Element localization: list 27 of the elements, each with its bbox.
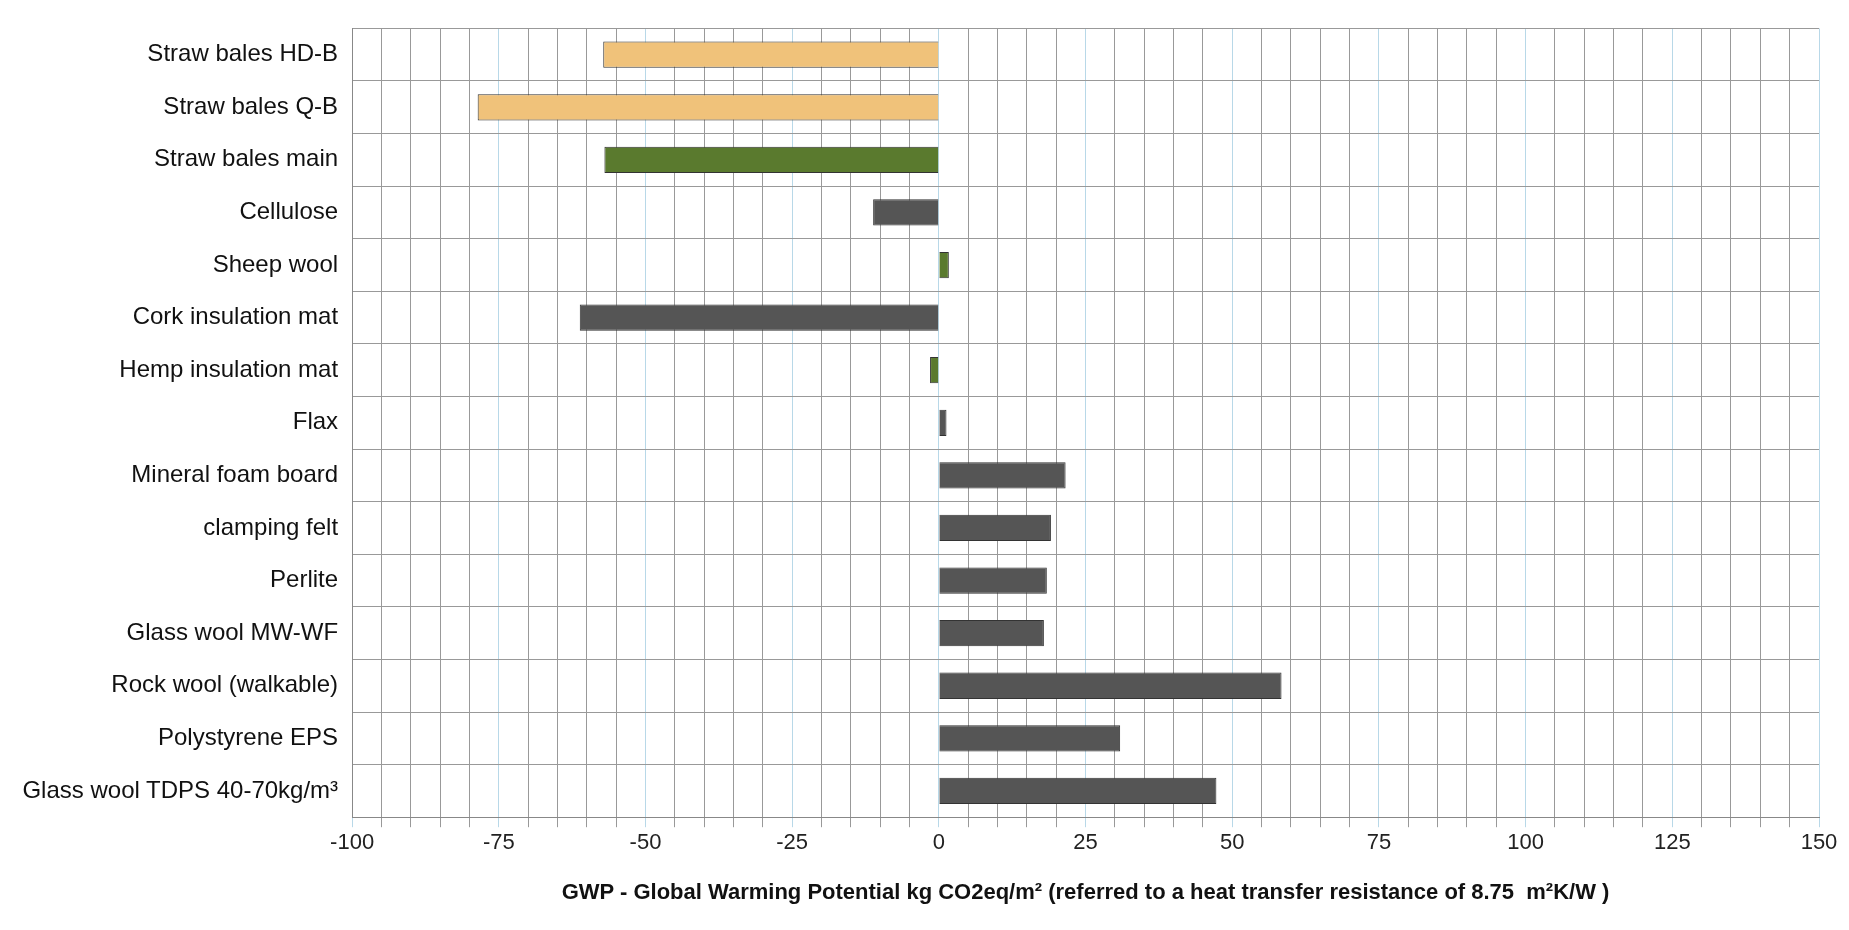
y-tick-label: Mineral foam board bbox=[131, 460, 339, 488]
y-tick-label: Glass wool MW-WF bbox=[126, 617, 339, 645]
y-tick-label: clamping felt bbox=[203, 512, 339, 540]
x-tick-label: 150 bbox=[1800, 829, 1838, 855]
y-tick-label: Hemp insulation mat bbox=[119, 354, 339, 382]
x-tick-label: 0 bbox=[932, 829, 945, 855]
x-tick-label: 50 bbox=[1220, 829, 1245, 855]
y-tick-label: Flax bbox=[292, 407, 339, 435]
x-tick-label: 125 bbox=[1653, 829, 1691, 855]
y-tick-label: Straw bales main bbox=[154, 144, 339, 172]
y-tick-label: Straw bales Q-B bbox=[163, 91, 339, 119]
y-tick-label: Polystyrene EPS bbox=[158, 722, 339, 750]
y-tick-label: Straw bales HD-B bbox=[147, 39, 339, 67]
y-tick-label: Sheep wool bbox=[212, 249, 339, 277]
x-tick-label: -50 bbox=[629, 829, 662, 855]
x-tick-label: 75 bbox=[1366, 829, 1392, 855]
y-tick-label: Cork insulation mat bbox=[132, 302, 339, 330]
y-tick-label: Cellulose bbox=[239, 197, 339, 225]
x-tick-label: -25 bbox=[776, 829, 809, 855]
x-axis-title: GWP - Global Warming Potential kg CO2eq/m² (referred to a heat transfer resistance of 8.75 m²K/W ) bbox=[561, 878, 1610, 904]
x-tick-label: 25 bbox=[1073, 829, 1098, 855]
y-tick-label: Perlite bbox=[270, 565, 339, 593]
x-tick-label: -100 bbox=[330, 829, 375, 855]
x-tick-label: 100 bbox=[1507, 829, 1544, 855]
x-tick-label: -75 bbox=[482, 829, 515, 855]
y-tick-label: Glass wool TDPS 40-70kg/m³ bbox=[22, 775, 339, 803]
y-tick-label: Rock wool (walkable) bbox=[111, 670, 339, 698]
